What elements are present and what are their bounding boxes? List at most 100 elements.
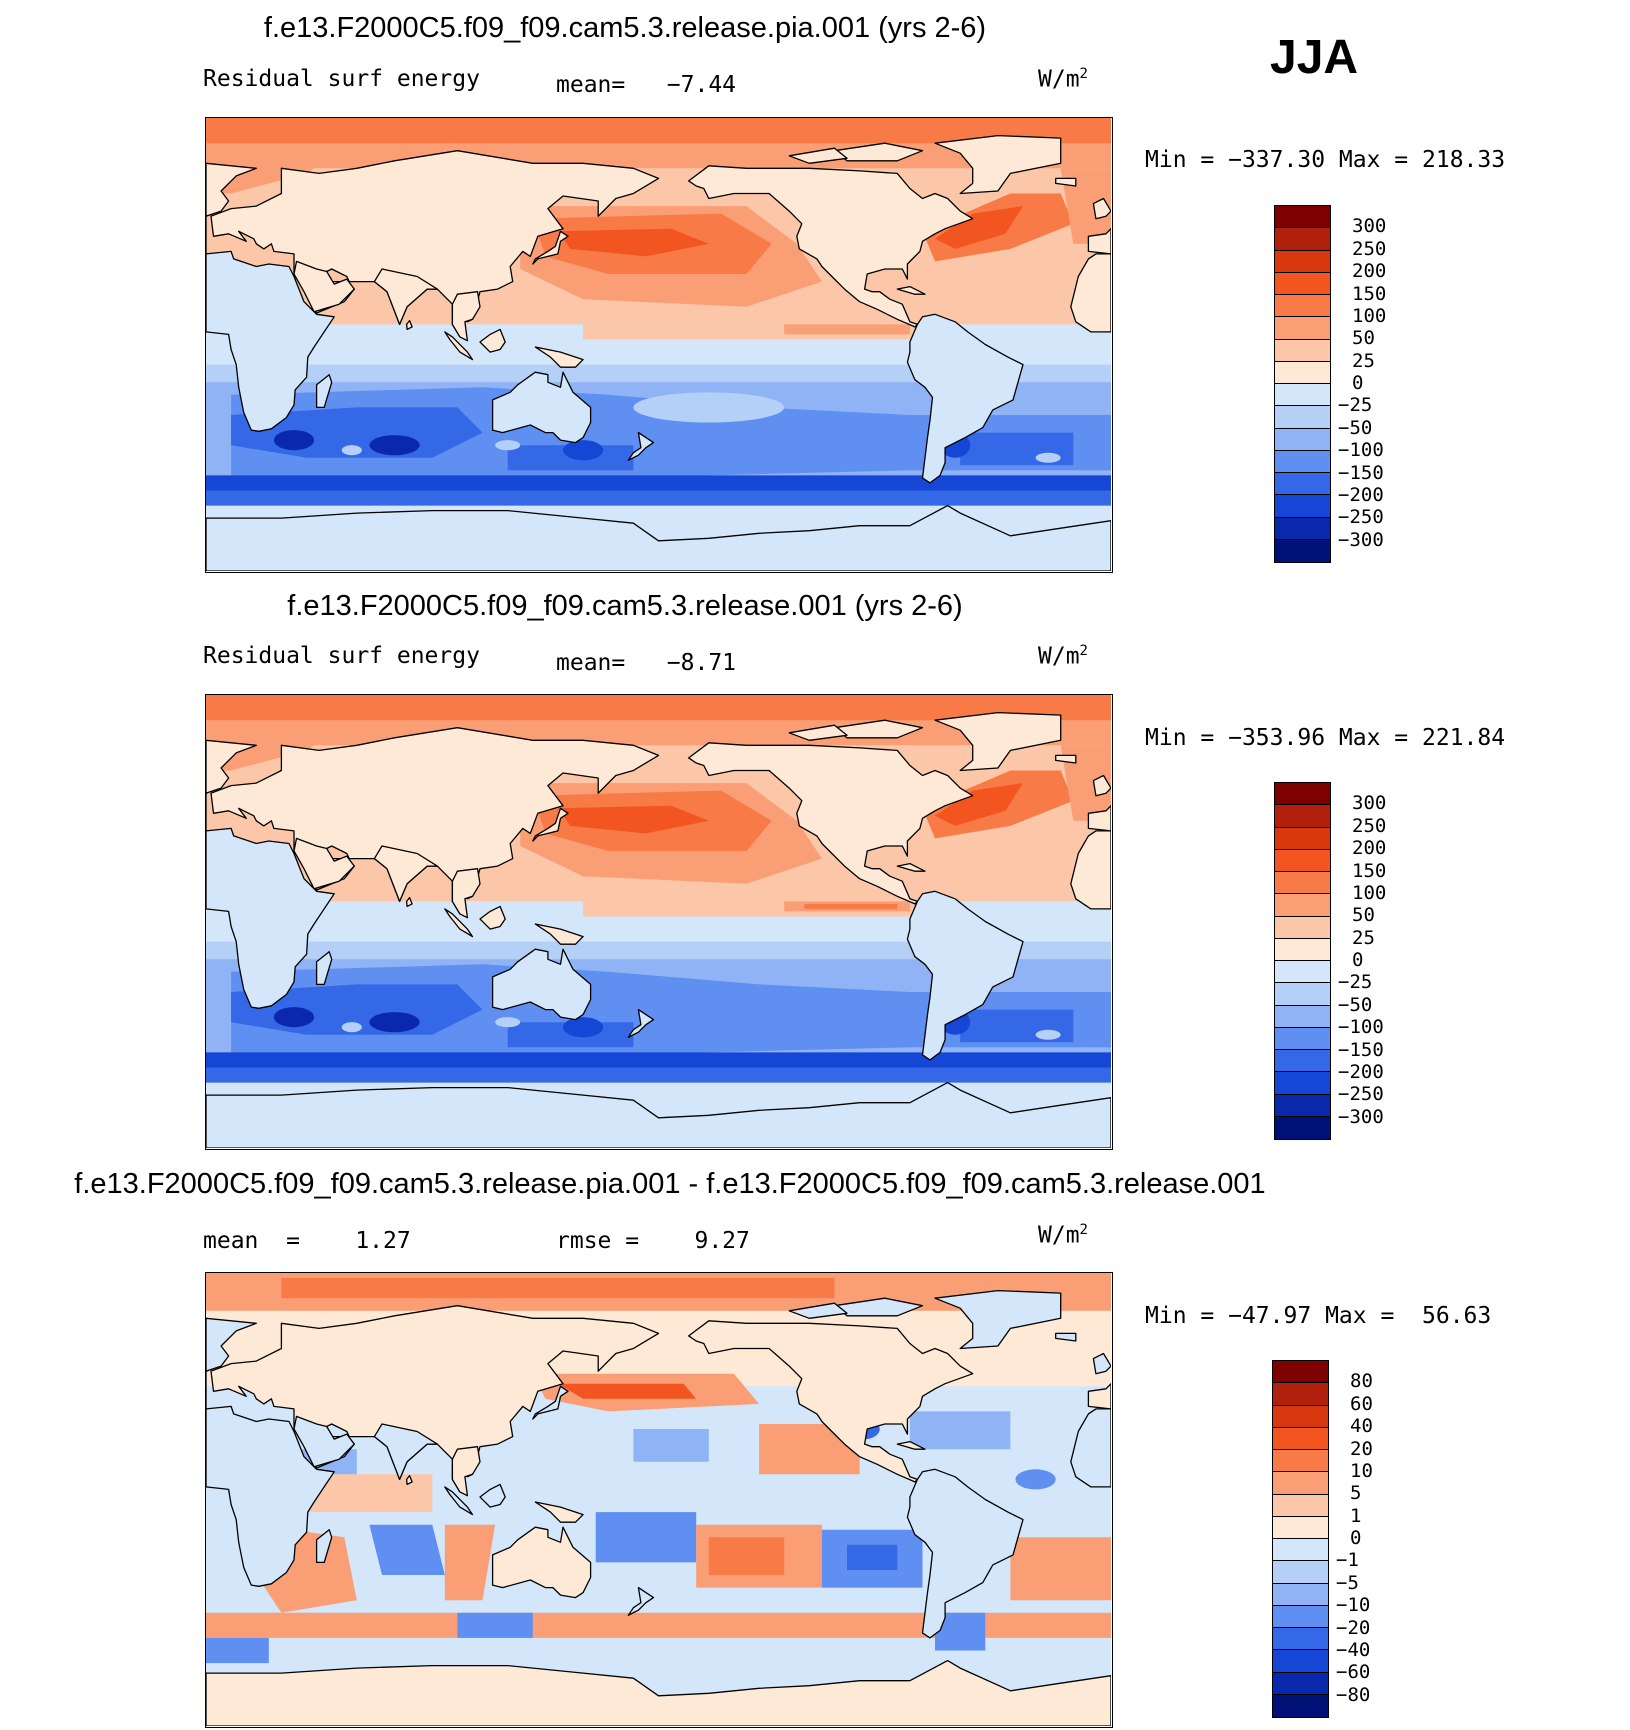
coastline-sAmerica [906,890,1024,1061]
contour-field [206,1052,1111,1068]
colorbar-tick-label: −60 [1336,1661,1371,1684]
colorbar-swatch [1275,1050,1330,1073]
colorbar-tick-label: 250 [1352,237,1387,260]
colorbar-tick-label: −100 [1338,439,1384,462]
panel-3-minmax: Min = −47.97 Max = 56.63 [1145,1303,1492,1329]
panel-1-map [205,117,1113,573]
coastline-africa [206,827,335,1009]
colorbar-tick-label: 0 [1352,949,1364,971]
panel-2-mean-value: −8.71 [666,650,737,676]
colorbar-swatch [1275,805,1330,828]
colorbar-swatch [1275,961,1330,984]
colorbar-tick-label: 10 [1350,1459,1373,1482]
colorbar-tick-label: −50 [1338,416,1373,439]
coastline-australia [491,948,592,1021]
colorbar-tick-label: 200 [1352,260,1387,283]
colorbar-swatch [1273,1539,1328,1562]
colorbar-swatch [1275,983,1330,1006]
panel-2-max-value: 221.84 [1422,725,1506,751]
colorbar-swatch [1275,473,1330,496]
contour-field [557,228,709,257]
contour-field [557,805,709,834]
coastline-japan [532,230,569,265]
contour-field [206,695,1111,721]
colorbar-swatch [1273,1583,1328,1606]
coastline-sAmerica [906,1468,1024,1639]
panel-3-colorbar [1272,1360,1329,1718]
colorbar-tick-label: 0 [1352,372,1364,394]
colorbar-tick-label: 100 [1352,304,1387,327]
contour-field [784,324,910,335]
contour-field [759,1424,860,1475]
panel-3-rmse-value: 9.27 [694,1228,750,1254]
panel-2-min-value: −353.96 [1228,725,1326,751]
coastline-sri [405,896,413,908]
colorbar-tick-label: −150 [1338,1038,1384,1061]
colorbar-tick-label: 60 [1350,1392,1373,1415]
contour-field [206,1637,269,1664]
contour-field [206,1612,1111,1638]
coastline-arabia [293,260,355,313]
colorbar-tick-label: −300 [1338,528,1384,551]
coastline-cuba [896,862,926,872]
coastline-india [373,268,438,326]
panel-2-variable-label: Residual surf energy [203,643,480,669]
contour-field [1015,1469,1056,1490]
colorbar-tick-label: 100 [1352,881,1387,904]
colorbar-swatch [1273,1605,1328,1628]
coastline-westEurope [206,1317,257,1410]
coastline-westEurope [206,162,257,255]
coastline-nz [627,1586,655,1616]
colorbar-swatch [1275,1094,1330,1117]
contour-field [495,440,521,451]
panel-1-title: f.e13.F2000C5.f09_f09.cam5.3.release.pia… [263,12,987,44]
coastline-madagascar [315,1529,333,1564]
colorbar-swatch [1275,1116,1330,1139]
contour-field [804,903,898,909]
coastline-antarctica [206,504,1111,571]
colorbar-tick-label: −40 [1336,1638,1371,1661]
coastline-uk [1092,197,1111,220]
coastline-arctic2 [788,1302,848,1319]
contour-field [306,1474,433,1513]
contour-field [1035,452,1061,463]
contour-field [1060,745,1111,821]
colorbar-swatch [1275,428,1330,451]
coastline-australia [491,1526,592,1599]
coastline-greenland [934,134,1062,195]
contour-field [557,1383,697,1399]
contour-field [273,1007,315,1028]
contour-field [206,490,1111,506]
colorbar-tick-label: −20 [1336,1616,1371,1639]
panel-2-mean: mean= −8.71 [556,650,736,676]
coastline-nAmerica [688,1320,974,1483]
coastline-sumatra [444,908,474,938]
panel-1-mean-value: −7.44 [666,72,737,98]
panel-1-units: W/m2 [1038,66,1088,93]
colorbar-tick-label: −250 [1338,1083,1384,1106]
coastline-uk [1092,1352,1111,1375]
colorbar-swatch [1275,827,1330,850]
coastline-sumatra [444,331,474,361]
coastline-iberiaW [1087,805,1111,832]
coastline-nAmerica [688,165,974,328]
contour-field [206,155,332,194]
colorbar-swatch [1275,206,1330,229]
contour-field [935,206,1023,249]
colorbar-swatch [1275,872,1330,895]
colorbar-swatch [1275,783,1330,806]
coastline-africa [206,250,335,432]
contour-field [444,1524,496,1601]
colorbar-swatch [1273,1516,1328,1539]
coastline-nguinea [534,1501,584,1523]
colorbar-tick-label: 250 [1352,814,1387,837]
contour-field [1010,1537,1111,1601]
coastline-nz [627,1008,655,1038]
colorbar-swatch [1275,272,1330,295]
colorbar-tick-label: 5 [1350,1482,1362,1505]
coastline-borneo [479,1483,506,1508]
coastline-nz [627,431,655,461]
panel-2-title: f.e13.F2000C5.f09_f09.cam5.3.release.001… [287,590,963,622]
coastline-arctic2 [788,147,848,164]
colorbar-swatch [1275,916,1330,939]
